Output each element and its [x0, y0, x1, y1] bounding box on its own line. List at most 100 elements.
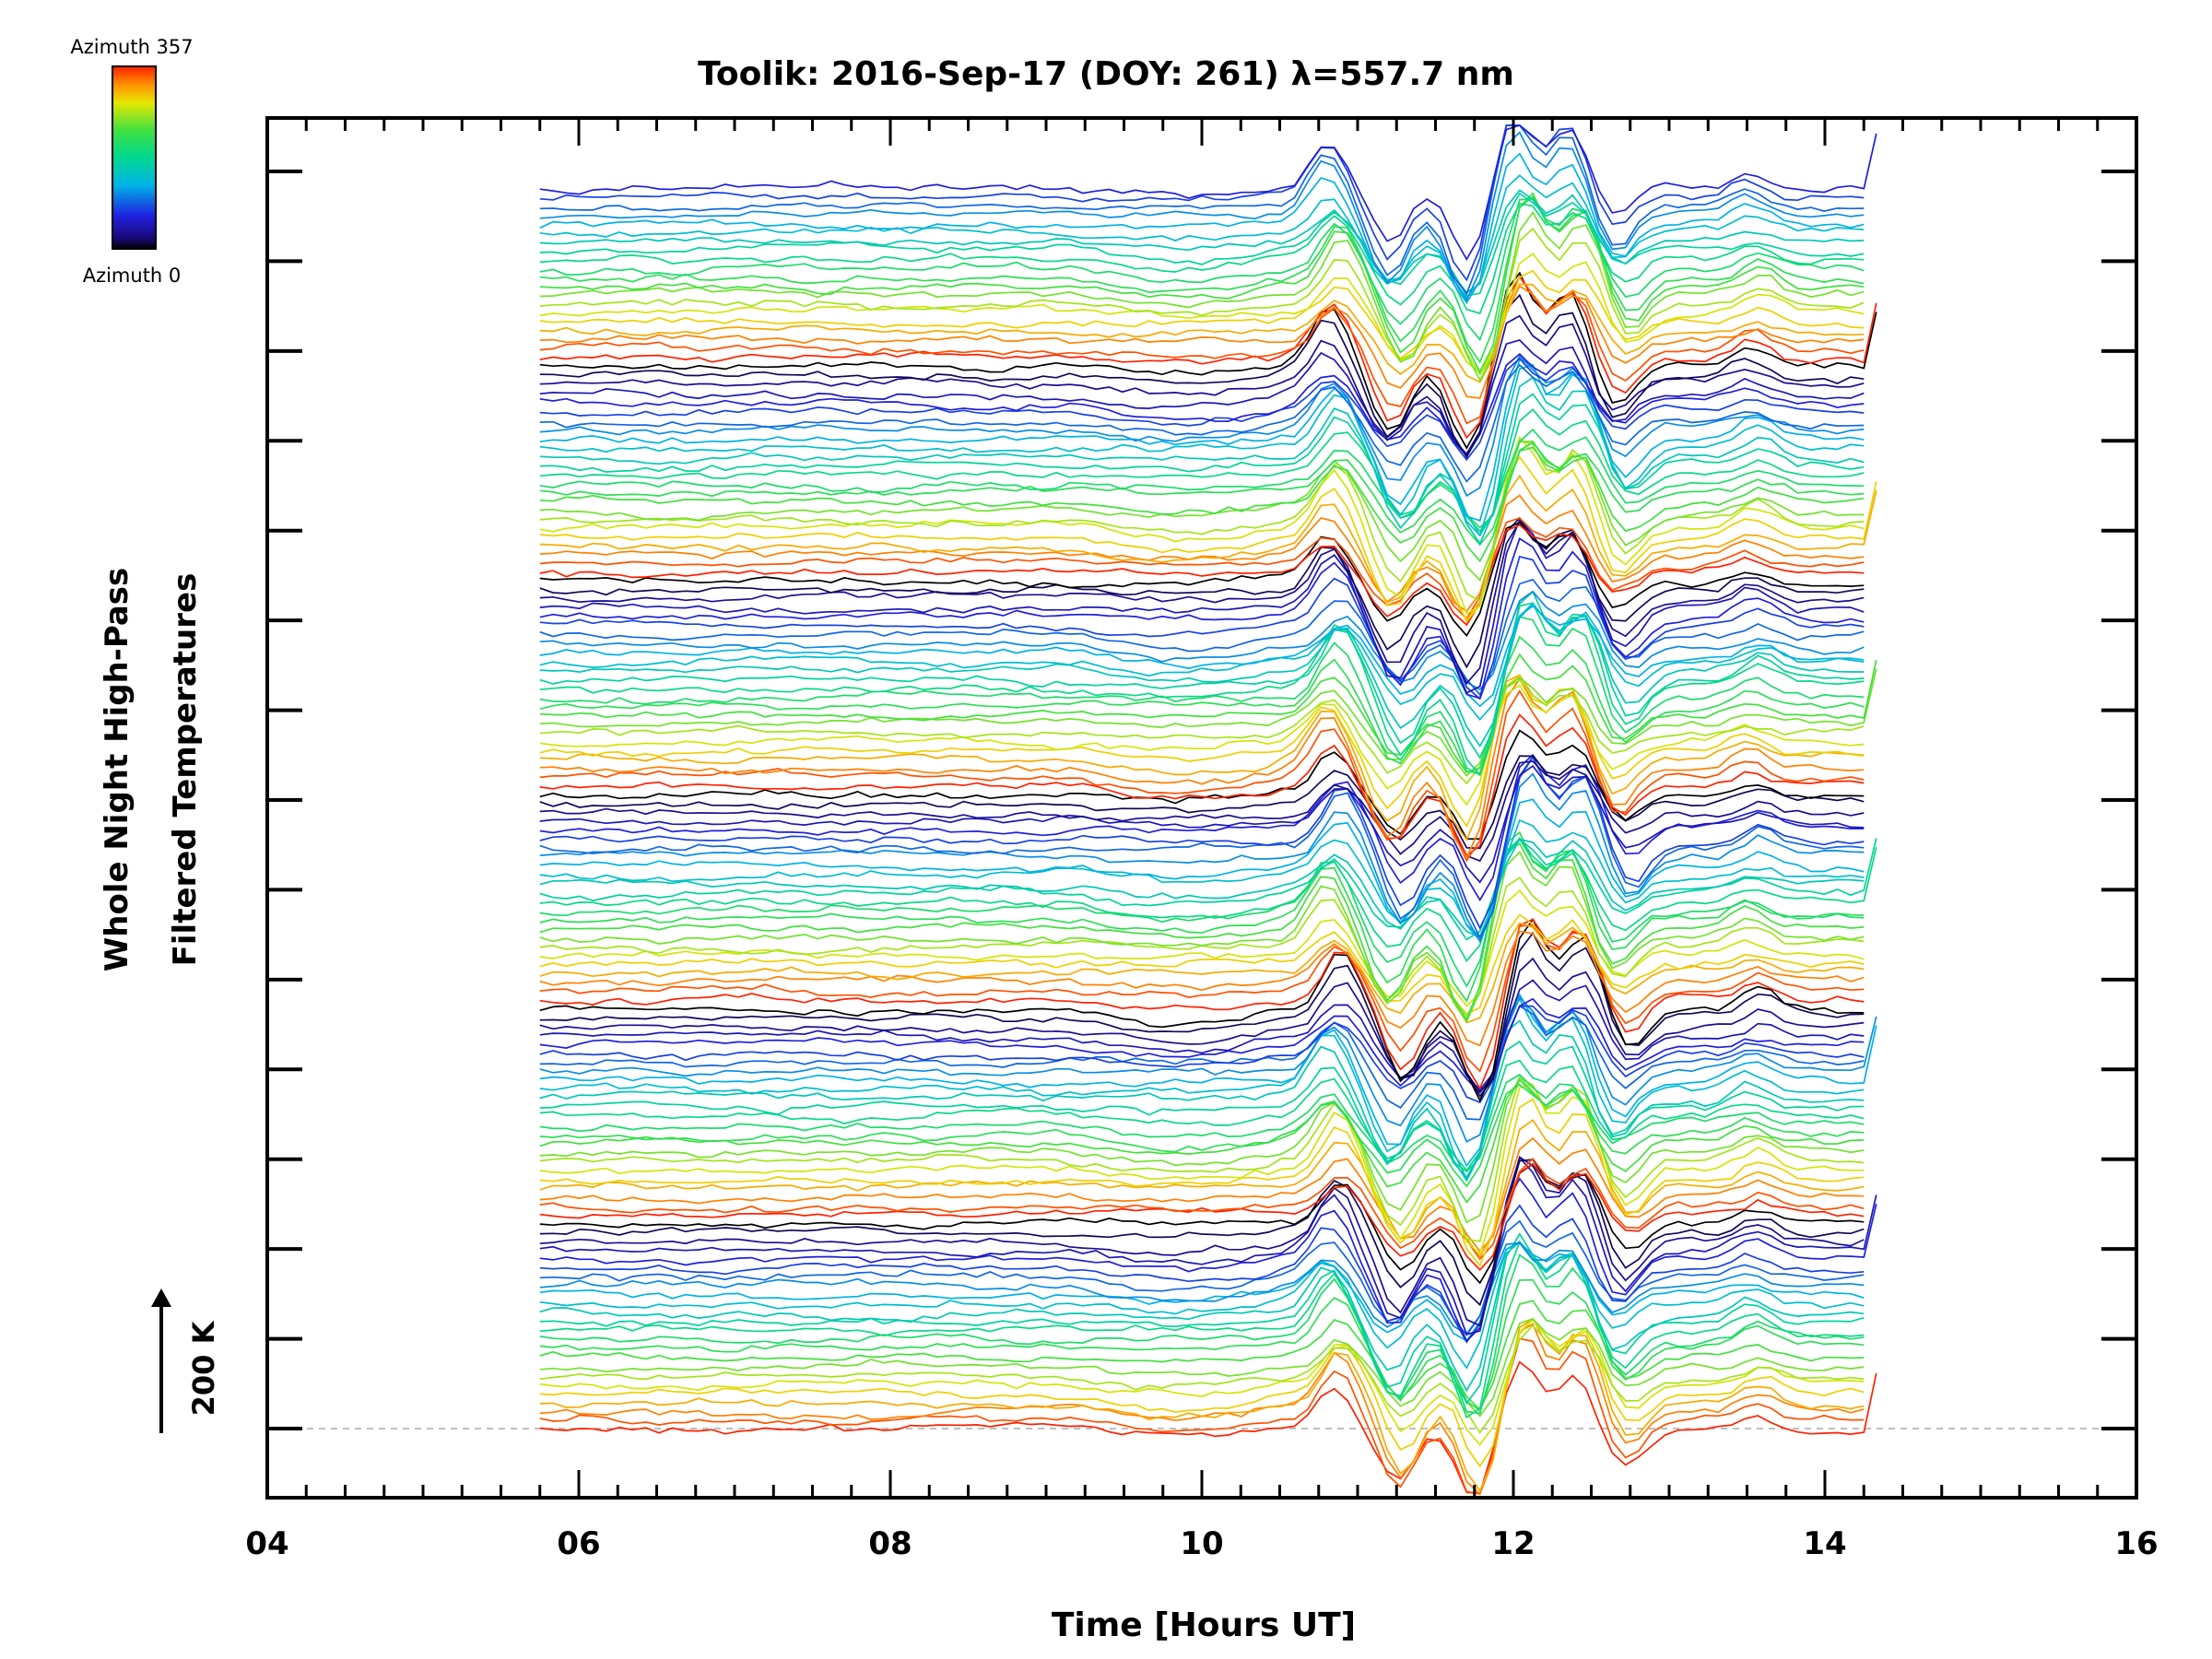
- series-line: [539, 838, 1877, 941]
- series-line: [539, 517, 1865, 620]
- series-line: [539, 755, 1865, 940]
- series-line: [539, 314, 1865, 456]
- series-line: [539, 1317, 1865, 1493]
- series-line: [539, 1278, 1865, 1412]
- series-line: [539, 1119, 1865, 1259]
- series-line: [539, 1005, 1865, 1104]
- series-line: [539, 189, 1865, 294]
- series-line: [539, 1059, 1865, 1172]
- series-line: [539, 602, 1865, 747]
- series-line: [539, 446, 1865, 563]
- x-tick-label: 16: [2114, 1525, 2158, 1562]
- series-line: [539, 995, 1877, 1143]
- series-line: [539, 524, 1865, 627]
- series-line: [539, 729, 1865, 841]
- series-line: [539, 590, 1865, 759]
- series-line: [539, 354, 1865, 498]
- series-line: [539, 131, 1865, 302]
- series-line: [539, 979, 1865, 1091]
- series-line: [539, 713, 1865, 857]
- series-line: [539, 930, 1865, 1047]
- series-line: [539, 1078, 1865, 1204]
- series-line: [539, 363, 1865, 537]
- series-line: [539, 227, 1865, 376]
- colorbar: [112, 65, 157, 250]
- series-line: [539, 674, 1865, 841]
- series-line: [539, 764, 1865, 884]
- series-line: [539, 1136, 1865, 1253]
- series-line: [539, 1240, 1865, 1419]
- series-line: [539, 192, 1865, 374]
- series-line: [539, 1253, 1865, 1415]
- series-line: [539, 1324, 1865, 1434]
- series-line: [539, 522, 1865, 638]
- series-line: [539, 678, 1865, 785]
- series-line: [539, 440, 1865, 582]
- series-line: [539, 1019, 1865, 1182]
- series-line: [539, 1163, 1865, 1285]
- series-line: [539, 1098, 1865, 1267]
- series-line: [539, 152, 1865, 304]
- series-line: [539, 455, 1877, 623]
- series-line: [539, 203, 1865, 315]
- series-line: [539, 1241, 1865, 1393]
- series-line: [539, 352, 1865, 458]
- series-line: [539, 124, 1877, 262]
- series-line: [539, 338, 1865, 455]
- series-line: [539, 590, 1865, 691]
- y-axis-label-line1: Whole Night High-Pass: [99, 568, 135, 972]
- series-line: [539, 753, 1865, 902]
- series-line: [539, 837, 1865, 988]
- series-line: [539, 253, 1865, 375]
- series-line: [539, 836, 1877, 963]
- plot-lines: [271, 124, 2133, 1496]
- series-line: [539, 494, 1865, 613]
- series-line: [539, 668, 1877, 777]
- series-line: [539, 293, 1865, 459]
- series-line: [539, 474, 1877, 621]
- series-line: [539, 931, 1865, 1098]
- series-line: [539, 997, 1865, 1094]
- series-line: [539, 1156, 1877, 1335]
- series-line: [539, 536, 1865, 700]
- series-line: [539, 1300, 1865, 1411]
- series-line: [539, 798, 1865, 943]
- series-line: [539, 1241, 1865, 1370]
- series-line: [539, 376, 1865, 546]
- series-line: [539, 605, 1865, 708]
- series-line: [539, 838, 1865, 938]
- series-line: [539, 997, 1865, 1181]
- x-tick-label: 04: [245, 1525, 288, 1562]
- series-line: [539, 174, 1865, 300]
- series-line: [539, 439, 1865, 603]
- scale-bar: 200 K: [151, 1288, 221, 1433]
- series-line: [539, 357, 1865, 462]
- series-line: [539, 1077, 1865, 1242]
- series-line: [539, 441, 1865, 547]
- x-axis-label: Time [Hours UT]: [1052, 1606, 1356, 1644]
- series-line: [539, 1360, 1877, 1495]
- series-line: [539, 772, 1865, 944]
- series-line: [539, 602, 1865, 722]
- colorbar-legend: Azimuth 357 Azimuth 0: [70, 36, 193, 287]
- series-line: [539, 124, 1865, 296]
- series-line: [539, 275, 1865, 425]
- series-line: [539, 674, 1865, 829]
- series-line: [539, 922, 1865, 1024]
- series-line: [539, 210, 1865, 382]
- series-line: [539, 851, 1865, 1024]
- series-line: [539, 888, 1865, 1007]
- series-line: [539, 1083, 1865, 1255]
- series-line: [539, 1083, 1865, 1188]
- series-line: [539, 1204, 1865, 1344]
- series-line: [539, 283, 1865, 383]
- series-line: [539, 1318, 1865, 1418]
- x-tick-label: 08: [868, 1525, 912, 1562]
- series-line: [539, 918, 1865, 1090]
- series-line: [539, 358, 1865, 522]
- series-line: [539, 1005, 1865, 1121]
- series-line: [539, 818, 1865, 938]
- series-line: [539, 435, 1865, 615]
- series-line: [539, 677, 1865, 860]
- series-line: [539, 1073, 1865, 1173]
